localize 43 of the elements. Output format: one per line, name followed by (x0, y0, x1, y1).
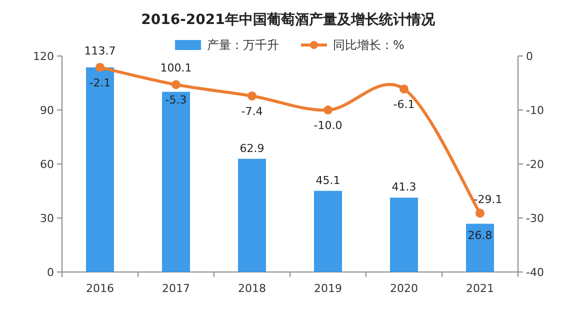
bar (238, 158, 266, 272)
legend-label: 同比增长：% (333, 38, 404, 52)
point (324, 106, 332, 114)
point (172, 80, 180, 90)
data-label: 41.3 (392, 180, 416, 194)
point (248, 91, 256, 100)
x-tick-label: 2017 (162, 282, 190, 295)
y-tick-label: 120 (33, 50, 54, 63)
data-label: -29.1 (474, 193, 502, 206)
y2-tick-label: -20 (526, 158, 544, 171)
bar (162, 92, 190, 272)
y2-tick-label: -40 (526, 266, 544, 279)
y-tick-label: 60 (40, 158, 54, 171)
data-label: -7.4 (241, 104, 263, 118)
data-label: 113.7 (84, 44, 116, 58)
point (96, 62, 104, 72)
y-tick-label: 0 (47, 266, 54, 279)
data-label: -2.1 (89, 76, 111, 90)
data-label: 100.1 (160, 62, 192, 75)
data-label: -6.1 (393, 98, 415, 111)
y2-tick-label: -30 (526, 212, 544, 225)
x-tick-label: 2020 (390, 282, 418, 295)
data-label: -10.0 (314, 119, 342, 132)
y-tick-label: 30 (40, 212, 54, 225)
bar (86, 67, 114, 272)
bar (314, 190, 342, 272)
chart-title: 2016-2021年中国葡萄酒产量及增长统计情况 (141, 11, 436, 28)
x-tick-label: 2021 (466, 282, 494, 295)
bar (466, 224, 494, 272)
data-label: 62.9 (240, 142, 264, 155)
y-tick-label: 90 (40, 104, 54, 117)
point (400, 84, 408, 94)
y2-tick-label: -10 (526, 104, 544, 117)
bar (390, 198, 418, 272)
legend-label: 产量：万千升 (207, 38, 279, 52)
data-label: 26.8 (468, 228, 492, 242)
data-label: -5.3 (165, 94, 187, 107)
point (476, 208, 484, 218)
x-tick-label: 2019 (314, 282, 342, 295)
x-tick-label: 2016 (86, 282, 114, 295)
y2-tick-label: 0 (526, 50, 533, 63)
data-label: 45.1 (316, 174, 340, 187)
x-tick-label: 2018 (238, 282, 266, 295)
